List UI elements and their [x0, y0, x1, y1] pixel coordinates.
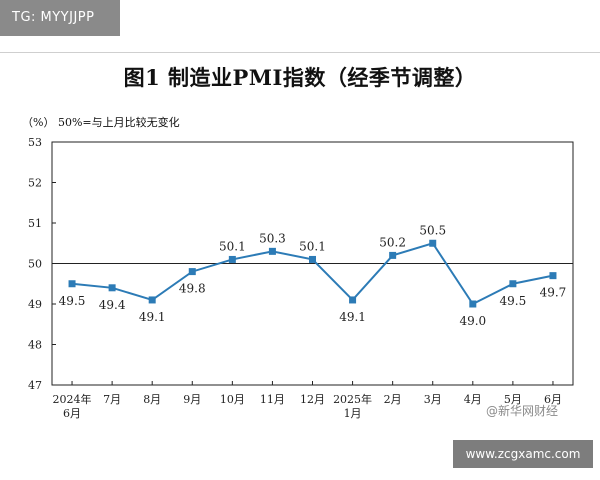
url-badge: www.zcgxamc.com — [453, 440, 593, 468]
data-label: 49.5 — [500, 294, 527, 308]
x-tick-label: 1月 — [344, 407, 362, 420]
y-tick-label: 52 — [28, 177, 42, 190]
x-tick-label: 6月 — [63, 407, 81, 420]
data-label: 50.1 — [299, 239, 326, 253]
y-tick-label: 48 — [28, 339, 42, 352]
data-label: 50.5 — [419, 223, 446, 237]
data-label: 49.1 — [339, 310, 366, 324]
y-tick-label: 49 — [28, 298, 42, 311]
data-point — [469, 300, 477, 308]
tg-badge: TG: MYYJJPP — [0, 0, 120, 36]
divider — [0, 52, 600, 53]
watermark-text: @新华网财经 — [486, 404, 559, 418]
chart-title: 图1 制造业PMI指数（经季节调整） — [123, 65, 477, 90]
data-point — [549, 272, 557, 280]
x-tick-label: 7月 — [103, 393, 121, 406]
data-label: 50.3 — [259, 231, 286, 245]
data-point — [68, 280, 76, 288]
x-tick-label: 2024年 — [53, 392, 92, 406]
y-tick-label: 53 — [28, 136, 42, 149]
data-point — [148, 296, 156, 304]
data-point — [389, 251, 397, 259]
data-point — [309, 255, 316, 263]
data-point — [108, 284, 116, 292]
data-point — [349, 296, 357, 304]
y-tick-label: 51 — [28, 217, 42, 230]
x-tick-label: 5月 — [504, 393, 522, 406]
x-tick-label: 2月 — [384, 393, 402, 406]
x-tick-label: 12月 — [300, 393, 325, 406]
chart-subtitle: （%） 50%=与上月比较无变化 — [22, 116, 180, 129]
data-label: 49.4 — [99, 298, 126, 312]
x-tick-label: 6月 — [544, 393, 562, 406]
data-point — [188, 268, 196, 276]
data-label: 50.2 — [379, 235, 406, 249]
x-tick-label: 4月 — [464, 393, 482, 406]
data-label: 49.8 — [179, 282, 206, 296]
data-label: 49.7 — [540, 286, 567, 300]
x-tick-label: 8月 — [143, 393, 161, 406]
data-point — [228, 255, 236, 263]
x-tick-label: 3月 — [424, 393, 442, 406]
x-tick-label: 2025年 — [333, 392, 372, 406]
x-tick-label: 10月 — [220, 393, 245, 406]
data-label: 50.1 — [219, 239, 246, 253]
data-point — [509, 280, 517, 288]
data-label: 49.0 — [459, 314, 486, 328]
y-tick-label: 47 — [28, 379, 42, 392]
data-point — [429, 239, 437, 247]
data-label: 49.5 — [59, 294, 86, 308]
data-label: 49.1 — [139, 310, 166, 324]
data-point — [268, 247, 276, 255]
x-tick-label: 11月 — [260, 393, 285, 406]
x-tick-label: 9月 — [183, 393, 201, 406]
y-tick-label: 50 — [28, 258, 42, 271]
